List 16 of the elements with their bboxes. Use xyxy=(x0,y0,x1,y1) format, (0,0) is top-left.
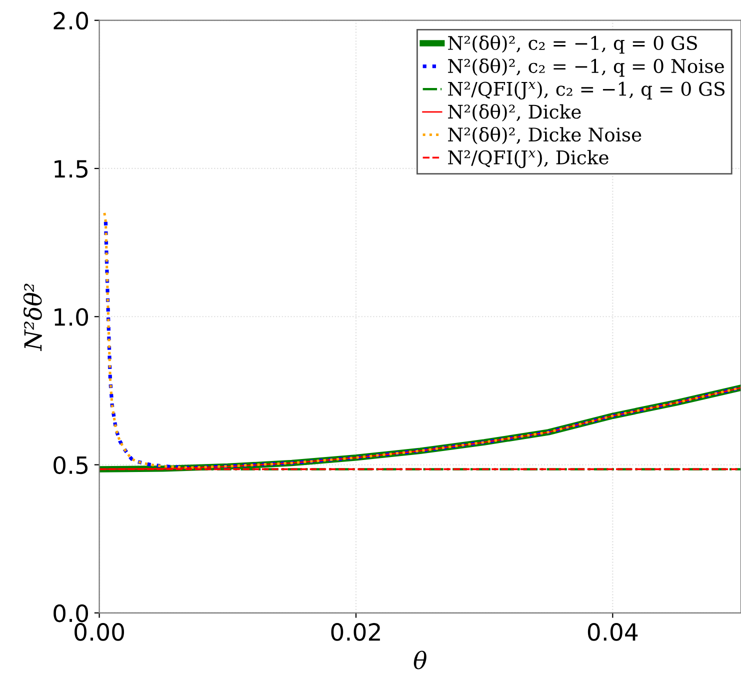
y-tick-label: 1.5 xyxy=(54,160,88,178)
y-tick-label: 2.0 xyxy=(54,12,88,30)
y-axis-title: N²δθ² xyxy=(23,284,42,352)
legend-label: N²/QFI(J$^{x}$), Dicke xyxy=(448,150,608,168)
legend-label: N²(δθ)², Dicke xyxy=(448,104,581,122)
legend-label: N²(δθ)², c₂ = −1, q = 0 GS xyxy=(448,35,697,54)
legend-label: N²(δθ)², Dicke Noise xyxy=(448,126,642,144)
y-tick-label: 0.0 xyxy=(54,604,88,622)
legend-label: N²/QFI(J$^{x}$), c₂ = −1, q = 0 GS xyxy=(448,81,725,100)
y-tick-label: 1.0 xyxy=(54,308,88,326)
legend-label: N²(δθ)², c₂ = −1, q = 0 Noise xyxy=(448,58,724,77)
x-tick-label: 0.04 xyxy=(588,623,638,641)
x-tick-label: 0.00 xyxy=(74,623,124,641)
x-tick-label: 0.02 xyxy=(331,623,380,641)
y-tick-label: 0.5 xyxy=(54,456,88,474)
x-axis-title: θ xyxy=(414,650,426,670)
